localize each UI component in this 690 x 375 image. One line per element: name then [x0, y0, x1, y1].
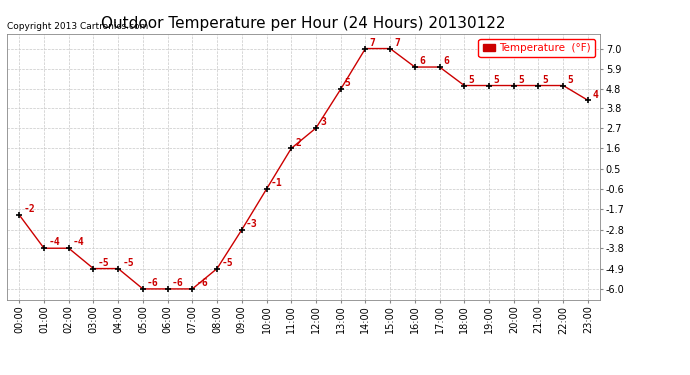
- Text: 4: 4: [592, 90, 598, 99]
- Text: -6: -6: [172, 278, 184, 288]
- Text: 5: 5: [567, 75, 573, 85]
- Text: 6: 6: [419, 56, 425, 66]
- Text: 5: 5: [493, 75, 499, 85]
- Text: 7: 7: [370, 38, 375, 48]
- Text: -1: -1: [270, 178, 282, 188]
- Text: Copyright 2013 Cartronics.com: Copyright 2013 Cartronics.com: [7, 22, 148, 31]
- Text: -5: -5: [97, 258, 109, 268]
- Text: -3: -3: [246, 219, 257, 229]
- Text: 6: 6: [444, 56, 450, 66]
- Text: 2: 2: [295, 138, 302, 148]
- Legend: Temperature  (°F): Temperature (°F): [478, 39, 595, 57]
- Text: -4: -4: [73, 237, 85, 248]
- Text: -6: -6: [197, 278, 208, 288]
- Text: -6: -6: [147, 278, 159, 288]
- Text: 3: 3: [320, 117, 326, 127]
- Text: -5: -5: [221, 258, 233, 268]
- Text: -5: -5: [122, 258, 134, 268]
- Text: 5: 5: [542, 75, 549, 85]
- Text: 7: 7: [394, 38, 400, 48]
- Text: 5: 5: [469, 75, 474, 85]
- Text: 5: 5: [518, 75, 524, 85]
- Text: -2: -2: [23, 204, 35, 214]
- Text: 5: 5: [345, 78, 351, 88]
- Title: Outdoor Temperature per Hour (24 Hours) 20130122: Outdoor Temperature per Hour (24 Hours) …: [101, 16, 506, 31]
- Text: -4: -4: [48, 237, 60, 248]
